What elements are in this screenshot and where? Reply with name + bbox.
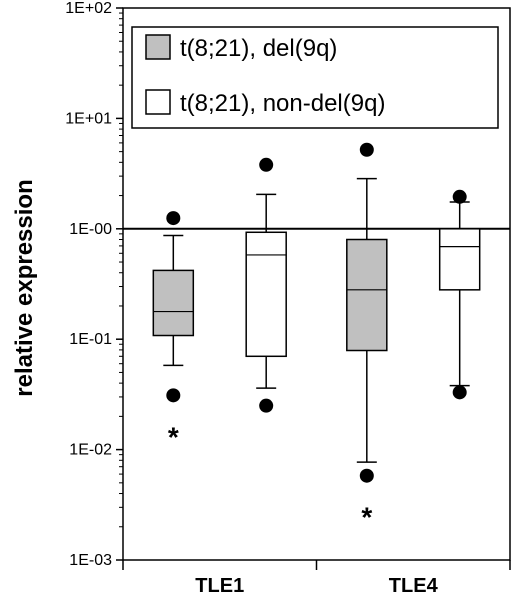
y-tick-label: 1E-02 xyxy=(69,442,112,459)
outlier-point xyxy=(452,385,467,400)
legend-swatch-nondel xyxy=(145,89,171,115)
legend: t(8;21), del(9q) t(8;21), non-del(9q) xyxy=(131,26,499,129)
y-tick-label: 1E+01 xyxy=(65,110,112,127)
box-tle1-series-1 xyxy=(245,157,287,413)
y-tick-label: 1E-03 xyxy=(69,552,112,569)
box-tle1-series-0: * xyxy=(152,211,195,452)
legend-label-del: t(8;21), del(9q) xyxy=(180,35,337,62)
outlier-point xyxy=(259,157,274,172)
box-tle4-series-1 xyxy=(438,189,481,400)
x-category-label: TLE1 xyxy=(195,575,244,597)
outlier-point xyxy=(452,189,467,204)
outlier-point xyxy=(359,142,374,157)
y-tick-label: 1E+02 xyxy=(65,0,112,17)
y-tick-label: 1E-00 xyxy=(69,221,112,238)
outlier-point xyxy=(166,211,181,226)
outlier-point xyxy=(359,468,374,483)
box-tle4-series-0: * xyxy=(346,142,388,533)
box-iqr xyxy=(346,238,388,352)
legend-frame xyxy=(131,26,499,129)
box-iqr xyxy=(245,231,287,358)
y-tick-label: 1E-01 xyxy=(69,331,112,348)
x-category-label: TLE4 xyxy=(389,575,439,597)
legend-label-nondel: t(8;21), non-del(9q) xyxy=(180,90,385,117)
outlier-point xyxy=(259,398,274,413)
box-layer: ** xyxy=(152,142,481,533)
box-iqr xyxy=(152,269,195,337)
plot-area: 1E+02 1E+01 1E-00 1E-01 1E-02 1E-03 TLE1 TLE4 xyxy=(65,0,511,597)
box-iqr xyxy=(438,228,481,291)
significance-marker: * xyxy=(168,421,179,452)
outlier-point xyxy=(166,388,181,403)
legend-swatch-del xyxy=(145,34,171,60)
significance-marker: * xyxy=(361,502,372,533)
y-axis-label: relative expression xyxy=(11,179,38,396)
